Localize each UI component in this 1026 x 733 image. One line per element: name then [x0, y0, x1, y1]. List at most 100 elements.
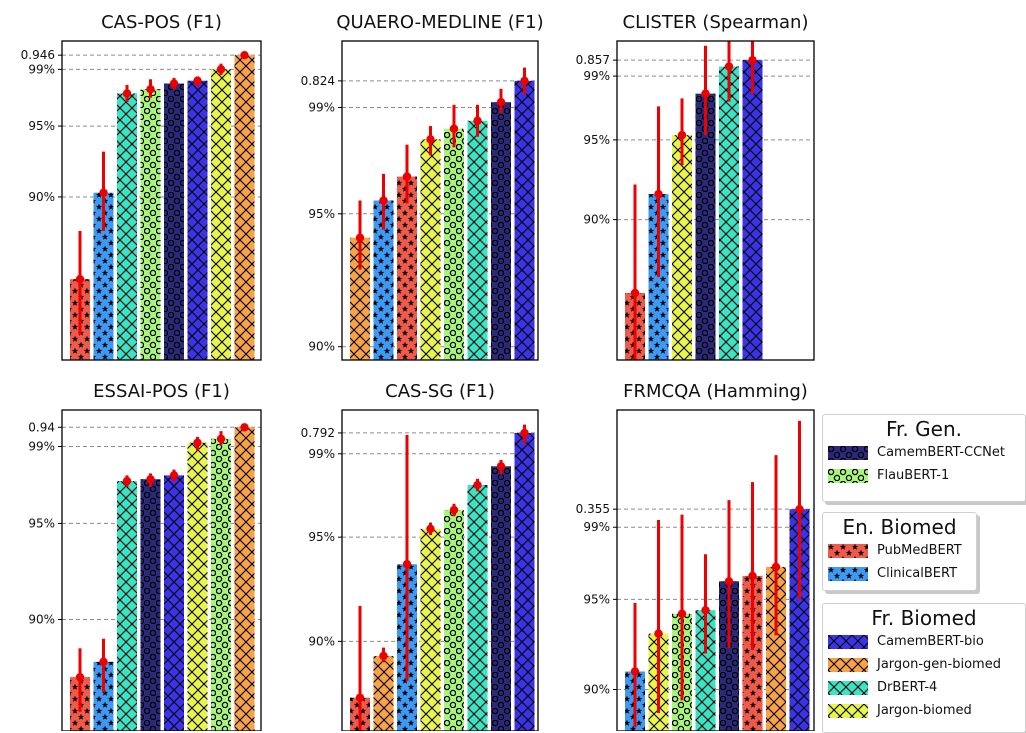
- y-tick-label: 90%: [28, 190, 55, 204]
- mean-point-jargon-gen-biomed: [240, 50, 249, 60]
- legend-swatch: [828, 657, 868, 672]
- legend-label: DrBERT-4: [877, 680, 938, 695]
- y-tick-label: 95%: [583, 133, 610, 147]
- mean-point-camembert-ccnet: [724, 577, 734, 586]
- legend-item-jargon-biomed: Jargon-biomed: [823, 699, 1025, 722]
- legend-item-camembert-ccnet: CamemBERT-CCNet: [823, 441, 1025, 464]
- mean-point-flaubert-1: [449, 124, 459, 133]
- bar-camembert-ccnet: [491, 102, 511, 361]
- legend-swatch: [828, 680, 868, 695]
- mean-point-clinicalbert: [402, 560, 412, 569]
- mean-point-camembert-ccnet: [496, 97, 506, 107]
- legend-item-clinicalbert: ClinicalBERT: [823, 562, 976, 585]
- bar-drbert-4: [695, 610, 716, 731]
- bar-flaubert-1: [444, 128, 464, 360]
- mean-point-camembert-bio: [520, 76, 529, 86]
- legend-label: Jargon-biomed: [877, 703, 972, 718]
- mean-point-jargon-biomed: [426, 135, 435, 144]
- bar-drbert-4: [117, 481, 137, 731]
- mean-point-jargon-gen-biomed: [355, 233, 365, 242]
- mean-point-jargon-biomed: [216, 65, 226, 74]
- bar-jargon-gen-biomed: [234, 55, 255, 361]
- mean-point-jargon-gen-biomed: [771, 562, 781, 572]
- mean-point-pubmedbert: [748, 571, 757, 581]
- legend-label: FlauBERT-1: [877, 468, 950, 483]
- mean-point-flaubert-1: [449, 505, 459, 515]
- mean-point-drbert-4: [122, 89, 132, 98]
- legend-swatch: [828, 634, 868, 649]
- mean-point-drbert-4: [473, 480, 482, 490]
- legend-item-drbert-4: DrBERT-4: [823, 676, 1025, 699]
- legend-title: Fr. Gen.: [886, 417, 962, 441]
- mean-point-drbert-4: [473, 116, 482, 125]
- mean-point-camembert-bio: [193, 76, 202, 85]
- chart-title: CAS-SG (F1): [385, 381, 495, 402]
- mean-point-jargon-gen-biomed: [379, 651, 388, 661]
- mean-point-drbert-4: [701, 605, 710, 615]
- legend-swatch: [828, 468, 868, 483]
- chart-title: CAS-POS (F1): [101, 12, 222, 33]
- bar-camembert-bio: [164, 475, 184, 731]
- bar-jargon-biomed: [672, 135, 692, 360]
- legend-title: Fr. Biomed: [871, 606, 977, 630]
- y-tick-label: 0.94: [28, 420, 55, 434]
- y-tick-label: 95%: [583, 592, 610, 606]
- mean-point-camembert-bio: [795, 504, 804, 514]
- legend-label: CamemBERT-bio: [877, 634, 984, 649]
- y-tick-label: 0.946: [21, 48, 55, 62]
- y-tick-label: 90%: [308, 340, 335, 354]
- chart-title: FRMCQA (Hamming): [623, 381, 808, 402]
- mean-point-clinicalbert: [654, 189, 663, 199]
- bar-jargon-gen-biomed: [766, 566, 786, 731]
- bar-jargon-gen-biomed: [373, 655, 394, 731]
- y-tick-label: 99%: [583, 69, 610, 83]
- bar-pubmedbert: [397, 176, 417, 360]
- mean-point-clinicalbert: [630, 667, 640, 676]
- legend-label: ClinicalBERT: [877, 566, 958, 581]
- axes-frame: [616, 40, 815, 361]
- y-tick-label: 0.355: [576, 502, 610, 516]
- mean-point-camembert-ccnet: [701, 89, 710, 98]
- legend-swatch: [828, 566, 868, 581]
- bar-flaubert-1: [140, 89, 161, 361]
- mean-point-flaubert-1: [216, 434, 226, 444]
- mean-point-camembert-ccnet: [146, 474, 155, 484]
- y-tick-label: 99%: [28, 440, 55, 454]
- mean-point-drbert-4: [724, 62, 734, 71]
- bar-drbert-4: [467, 120, 488, 360]
- bar-camembert-bio: [789, 509, 810, 731]
- chart-title: QUAERO-MEDLINE (F1): [336, 12, 543, 33]
- mean-point-pubmedbert: [630, 288, 640, 298]
- legend-item-jargon-gen-biomed: Jargon-gen-biomed: [823, 653, 1025, 676]
- y-tick-label: 99%: [308, 100, 335, 114]
- legend-fr-biomed: Fr. Biomed CamemBERT-bio Jargon-gen-biomed…: [822, 603, 1026, 733]
- bar-jargon-biomed: [420, 528, 441, 731]
- bar-jargon-biomed: [187, 442, 208, 731]
- mean-point-jargon-biomed: [193, 438, 202, 447]
- bar-camembert-ccnet: [491, 466, 511, 731]
- bar-clinicalbert: [93, 192, 114, 360]
- bar-flaubert-1: [211, 438, 231, 731]
- mean-point-flaubert-1: [146, 85, 155, 94]
- bar-drbert-4: [467, 485, 488, 731]
- axes-frame: [341, 40, 539, 361]
- mean-point-jargon-biomed: [426, 524, 435, 534]
- y-tick-label: 90%: [583, 683, 610, 697]
- axes-frame: [61, 40, 262, 361]
- bar-camembert-bio: [514, 80, 535, 360]
- legend-item-camembert-bio: CamemBERT-bio: [823, 630, 1025, 653]
- legend-swatch: [828, 543, 868, 558]
- chart-panel-cas-sg: CAS-SG (F1) 0.792 99% 95% 90%: [301, 381, 539, 731]
- legend-fr-gen: Fr. Gen. CamemBERT-CCNet FlauBERT-1: [822, 414, 1026, 502]
- y-tick-label: 95%: [308, 207, 335, 221]
- mean-point-jargon-biomed: [677, 130, 687, 140]
- mean-point-jargon-gen-biomed: [240, 423, 249, 432]
- bar-clinicalbert: [373, 200, 394, 360]
- bar-camembert-bio: [742, 60, 763, 360]
- y-tick-label: 90%: [583, 213, 610, 227]
- axes-frame: [61, 409, 262, 731]
- bar-camembert-ccnet: [140, 479, 161, 731]
- legend-label: PubMedBERT: [877, 543, 962, 558]
